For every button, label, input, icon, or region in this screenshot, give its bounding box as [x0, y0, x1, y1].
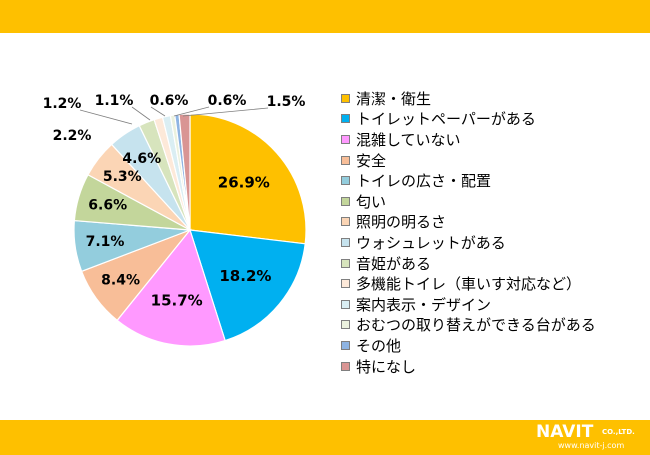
legend: 清潔・衛生トイレットペーパーがある 混雑していない 安全トイレの広さ・配置 匂い照明の…	[341, 88, 596, 376]
legend-item: 混雑していない	[341, 129, 596, 150]
legend-label: 安全	[356, 151, 387, 170]
pie-slices	[73, 113, 307, 347]
legend-swatch	[341, 258, 350, 268]
slice-value-label: 4.6%	[122, 151, 161, 167]
legend-item: 多機能トイレ（車いす対応など）	[341, 273, 596, 294]
leader-line	[79, 109, 133, 125]
leader-line	[150, 106, 166, 117]
logo-company-suffix: CO.,LTD.	[602, 428, 635, 436]
legend-item: 安全	[341, 150, 596, 171]
legend-swatch	[341, 361, 350, 371]
legend-label: 清潔・衛生	[356, 89, 432, 108]
legend-item: その他	[341, 335, 596, 356]
pie-slice	[189, 229, 306, 342]
legend-label: その他	[356, 336, 402, 355]
leader-lines	[79, 106, 269, 125]
legend-label: 案内表示・デザイン	[356, 295, 492, 314]
legend-label: ウォシュレットがある	[356, 233, 506, 252]
legend-swatch	[341, 340, 350, 350]
legend-item: 音姫がある	[341, 253, 596, 274]
slice-value-label: 15.7%	[151, 292, 203, 310]
legend-swatch	[341, 93, 350, 103]
legend-item: トイレットペーパーがある	[341, 109, 596, 130]
pie-slice	[189, 113, 307, 245]
slice-value-label: 8.4%	[101, 273, 140, 289]
legend-label: トイレの広さ・配置	[356, 172, 492, 191]
legend-item: おむつの取り替えができる台がある	[341, 315, 596, 336]
legend-label: トイレットペーパーがある	[356, 110, 536, 129]
slice-value-label: 2.2%	[53, 128, 92, 144]
legend-swatch	[341, 114, 350, 124]
top-band	[0, 0, 650, 33]
pie-slice	[116, 228, 226, 347]
leader-line	[173, 106, 210, 117]
legend-item: 清潔・衛生	[341, 88, 596, 109]
legend-swatch	[341, 299, 350, 309]
slice-value-label: 26.9%	[218, 173, 270, 191]
legend-swatch	[341, 155, 350, 165]
navit-logo: NAVIT CO.,LTD. www.navit-j.com	[536, 423, 646, 453]
legend-swatch	[341, 217, 350, 227]
legend-item: トイレの広さ・配置	[341, 170, 596, 191]
leader-line	[131, 106, 151, 121]
legend-label: おむつの取り替えができる台がある	[356, 316, 596, 335]
legend-swatch	[341, 237, 350, 247]
legend-label: 特になし	[356, 357, 417, 376]
logo-url: www.navit-j.com	[558, 441, 625, 450]
slice-value-label: 1.2%	[43, 96, 82, 112]
legend-label: 照明の明るさ	[356, 213, 447, 232]
slice-value-label: 18.2%	[219, 267, 271, 285]
legend-item: 照明の明るさ	[341, 212, 596, 233]
legend-item: 匂い	[341, 191, 596, 212]
legend-item: ウォシュレットがある	[341, 232, 596, 253]
slice-value-label: 7.1%	[86, 234, 125, 250]
slice-value-label: 5.3%	[103, 169, 142, 185]
logo-word: NAVIT	[536, 422, 594, 442]
slice-value-label: 1.1%	[95, 93, 134, 109]
slice-value-label: 0.6%	[150, 93, 189, 109]
leader-line	[182, 107, 269, 117]
legend-label: 多機能トイレ（車いす対応など）	[356, 275, 582, 294]
slice-value-label: 1.5%	[267, 94, 306, 110]
legend-label: 混雑していない	[356, 130, 461, 149]
legend-swatch	[341, 196, 350, 206]
bottom-band	[0, 420, 650, 455]
legend-swatch	[341, 134, 350, 144]
legend-swatch	[341, 176, 350, 186]
data-labels: 26.9% 18.2% 15.7% 8.4% 7.1% 6.6% 5.3% 4.6% 2.2% 1…	[43, 93, 306, 310]
legend-swatch	[341, 320, 350, 330]
legend-swatch	[341, 279, 350, 289]
legend-label: 匂い	[356, 192, 387, 211]
legend-item: 特になし	[341, 356, 596, 377]
legend-label: 音姫がある	[356, 254, 432, 273]
slice-value-label: 0.6%	[208, 93, 247, 109]
legend-item: 案内表示・デザイン	[341, 294, 596, 315]
slice-value-label: 6.6%	[88, 198, 127, 214]
